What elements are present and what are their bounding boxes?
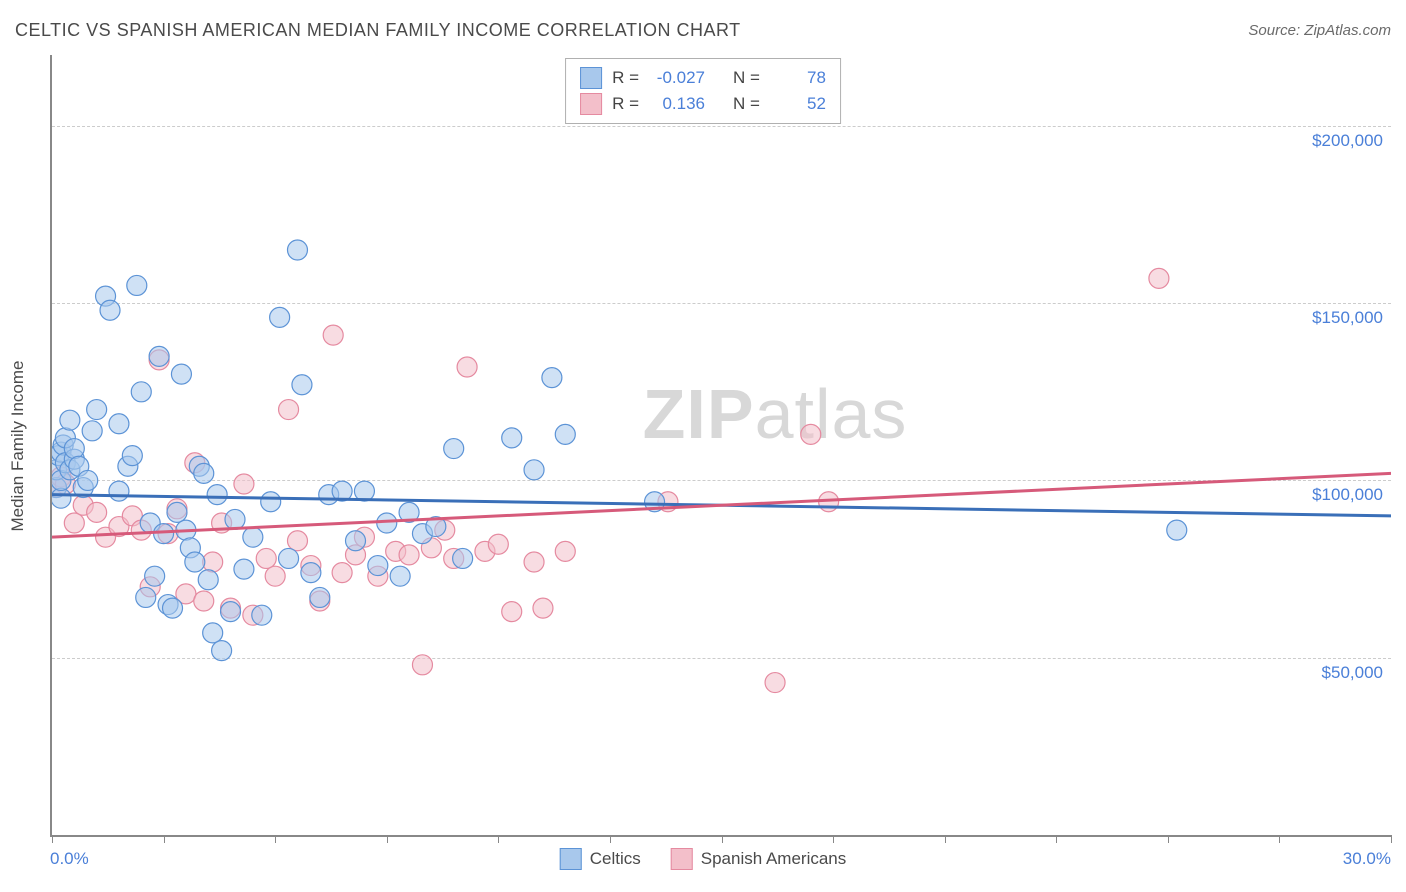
x-axis-min-label: 0.0% — [50, 849, 89, 869]
swatch-spanish — [671, 848, 693, 870]
plot-area: ZIPatlas $50,000$100,000$150,000$200,000 — [50, 55, 1391, 837]
x-tick — [387, 835, 388, 843]
series-legend: Celtics Spanish Americans — [560, 848, 847, 870]
x-axis-max-label: 30.0% — [1343, 849, 1391, 869]
source-attribution: Source: ZipAtlas.com — [1248, 22, 1391, 39]
n-label: N = — [733, 94, 760, 114]
x-tick — [164, 835, 165, 843]
correlation-legend: R = -0.027 N = 78 R = 0.136 N = 52 — [565, 58, 841, 124]
x-tick — [1279, 835, 1280, 843]
r-label: R = — [612, 94, 639, 114]
x-tick — [275, 835, 276, 843]
x-tick — [52, 835, 53, 843]
chart-title: CELTIC VS SPANISH AMERICAN MEDIAN FAMILY… — [15, 20, 741, 41]
legend-row-celtics: R = -0.027 N = 78 — [580, 65, 826, 91]
n-label: N = — [733, 68, 760, 88]
r-value-celtics: -0.027 — [649, 68, 705, 88]
x-tick — [722, 835, 723, 843]
x-tick — [1391, 835, 1392, 843]
y-axis-label: Median Family Income — [8, 360, 28, 531]
scatter-svg — [52, 55, 1391, 835]
x-tick — [610, 835, 611, 843]
legend-item-spanish: Spanish Americans — [671, 848, 847, 870]
r-label: R = — [612, 68, 639, 88]
n-value-spanish: 52 — [770, 94, 826, 114]
x-tick — [1056, 835, 1057, 843]
r-value-spanish: 0.136 — [649, 94, 705, 114]
legend-label-spanish: Spanish Americans — [701, 849, 847, 869]
x-tick — [833, 835, 834, 843]
n-value-celtics: 78 — [770, 68, 826, 88]
swatch-celtics — [580, 67, 602, 89]
x-tick — [498, 835, 499, 843]
legend-label-celtics: Celtics — [590, 849, 641, 869]
legend-item-celtics: Celtics — [560, 848, 641, 870]
x-tick — [1168, 835, 1169, 843]
legend-row-spanish: R = 0.136 N = 52 — [580, 91, 826, 117]
swatch-spanish — [580, 93, 602, 115]
x-tick — [945, 835, 946, 843]
swatch-celtics — [560, 848, 582, 870]
